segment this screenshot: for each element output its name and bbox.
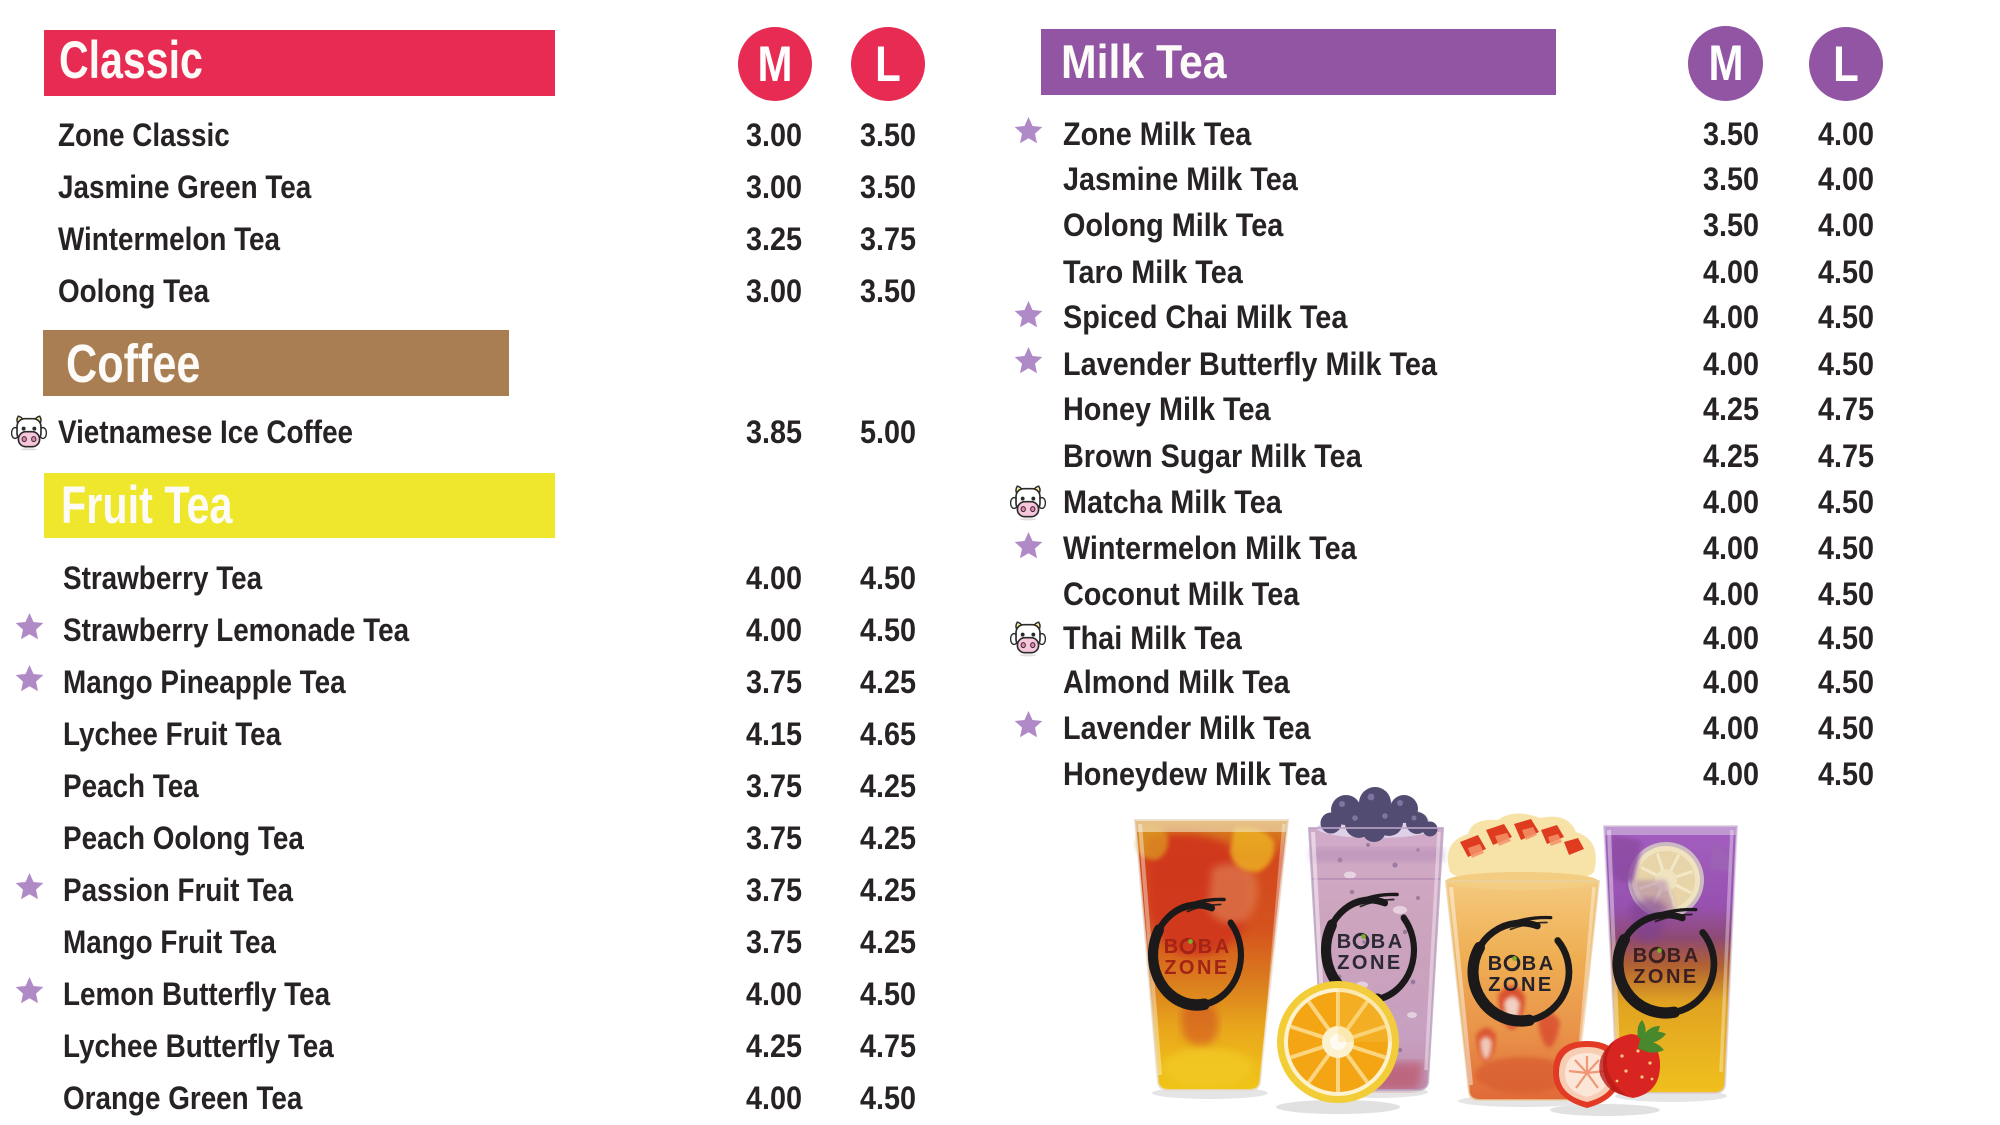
svg-text:ZONE: ZONE bbox=[1337, 952, 1403, 974]
svg-text:B: B bbox=[1337, 931, 1351, 953]
svg-text:A: A bbox=[1684, 945, 1698, 967]
svg-text:B: B bbox=[1371, 931, 1385, 953]
svg-text:B: B bbox=[1488, 953, 1502, 975]
svg-text:B: B bbox=[1667, 945, 1681, 967]
svg-text:ZONE: ZONE bbox=[1488, 974, 1554, 996]
svg-text:B: B bbox=[1522, 953, 1536, 975]
svg-text:A: A bbox=[1388, 931, 1402, 953]
svg-text:A: A bbox=[1539, 953, 1553, 975]
svg-text:ZONE: ZONE bbox=[1164, 957, 1230, 979]
svg-text:A: A bbox=[1215, 936, 1229, 958]
svg-text:B: B bbox=[1633, 945, 1647, 967]
svg-text:ZONE: ZONE bbox=[1633, 966, 1699, 988]
svg-text:B: B bbox=[1198, 936, 1212, 958]
svg-text:B: B bbox=[1164, 936, 1178, 958]
